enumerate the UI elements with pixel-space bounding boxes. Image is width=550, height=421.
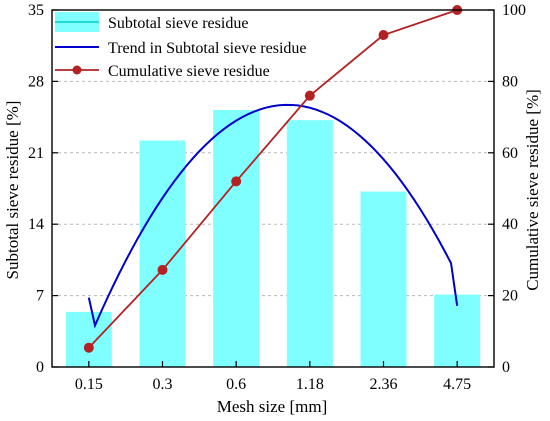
bar [213,109,260,368]
bar-series [65,109,481,368]
tick-labels: 0 7 14 21 28 35 0 20 40 60 80 100 0.15 0.3 0.6 1.18 2.36… [28,2,526,393]
bar [360,191,407,367]
bar [286,120,333,367]
plot-frame [51,9,495,368]
y-left-tick-label: 0 [36,359,44,376]
y-right-tick-label: 20 [502,288,518,305]
bar [65,311,112,367]
legend-label-trend: Trend in Subtotal sieve residue [108,40,307,57]
legend: Subtotal sieve residue Trend in Subtotal… [55,12,307,80]
cumulative-point [231,176,242,187]
x-tick-label: 2.36 [370,376,398,393]
bar [139,140,186,367]
y-left-tick-label: 21 [28,145,44,162]
cumulative-point [83,342,94,353]
legend-marker-cumulative [72,65,82,75]
x-tick-label: 0.3 [153,376,173,393]
cumulative-point [157,264,168,275]
x-tick-label: 0.6 [226,376,246,393]
x-tick-label: 0.15 [75,376,103,393]
y-left-tick-label: 14 [28,216,44,233]
y-right-tick-label: 60 [502,145,518,162]
y-left-tick-label: 28 [28,73,44,90]
legend-label-subtotal: Subtotal sieve residue [108,15,248,32]
cumulative-point [378,29,389,40]
y-right-tick-label: 40 [502,216,518,233]
y-right-tick-label: 0 [502,359,510,376]
y-right-tick-label: 100 [502,2,526,19]
bar [434,294,481,367]
x-axis-label: Mesh size [mm] [217,397,327,416]
trend-series [87,103,459,329]
y-axis-left-label: Subtotal sieve residue [%] [3,101,22,280]
y-axis-right-label: Cumulative sieve residue [%] [523,89,542,291]
x-tick-label: 4.75 [443,376,471,393]
cumulative-point [304,90,315,101]
legend-label-cumulative: Cumulative sieve residue [108,63,270,80]
x-tick-label: 1.18 [296,376,324,393]
trend-curve [87,103,459,329]
y-right-tick-label: 80 [502,73,518,90]
cumulative-series [83,5,463,353]
y-left-tick-label: 7 [36,288,44,305]
grid-lines [52,80,494,297]
axes [51,9,495,368]
y-left-tick-label: 35 [28,2,44,19]
cumulative-line [88,9,458,349]
